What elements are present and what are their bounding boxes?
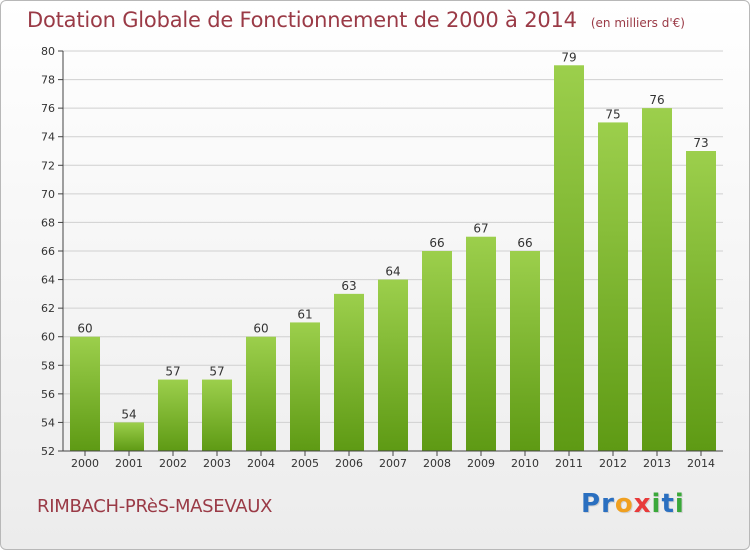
logo-letter: P — [581, 489, 602, 519]
bar — [510, 251, 540, 451]
logo-letter: x — [633, 489, 652, 519]
bar — [422, 251, 452, 451]
x-tick-label: 2013 — [643, 457, 671, 470]
y-tick-label: 54 — [41, 416, 55, 429]
y-tick-label: 76 — [41, 102, 55, 115]
y-tick-label: 60 — [41, 331, 55, 344]
y-tick-label: 72 — [41, 159, 55, 172]
y-tick-label: 74 — [41, 131, 55, 144]
x-tick-label: 2005 — [291, 457, 319, 470]
bar — [686, 151, 716, 451]
x-tick-label: 2014 — [687, 457, 715, 470]
y-tick-label: 66 — [41, 245, 55, 258]
y-tick-label: 64 — [41, 274, 55, 287]
x-tick-label: 2002 — [159, 457, 187, 470]
bar — [114, 422, 144, 451]
x-tick-label: 2010 — [511, 457, 539, 470]
bar-value-label: 60 — [253, 322, 268, 336]
logo-letter: i — [674, 489, 685, 519]
bar-value-label: 76 — [649, 93, 664, 107]
bar-value-label: 61 — [297, 307, 312, 321]
bar-value-label: 57 — [165, 365, 180, 379]
y-tick-label: 58 — [41, 359, 55, 372]
bars: 60 54 57 57 60 61 63 64 66 67 66 79 75 76 73 — [70, 50, 716, 452]
x-tick-label: 2009 — [467, 457, 495, 470]
bar — [642, 108, 672, 452]
x-tick-label: 2011 — [555, 457, 583, 470]
bar — [246, 336, 276, 451]
bar — [158, 379, 188, 451]
bar-value-label: 54 — [121, 407, 136, 421]
bar — [70, 336, 100, 451]
x-tick-label: 2007 — [379, 457, 407, 470]
bar-value-label: 57 — [209, 365, 224, 379]
x-tick-label: 2003 — [203, 457, 231, 470]
bar-value-label: 75 — [605, 107, 620, 121]
bar-value-label: 66 — [429, 236, 444, 250]
chart-title-text: Dotation Globale de Fonctionnement de 20… — [27, 8, 577, 32]
y-tick-label: 62 — [41, 302, 55, 315]
bar-value-label: 60 — [77, 322, 92, 336]
proxiti-logo[interactable]: Proxiti — [581, 489, 685, 519]
chart-unit: (en milliers d'€) — [590, 16, 685, 30]
bar-value-label: 63 — [341, 279, 356, 293]
logo-letter: r — [601, 489, 615, 519]
logo-letter: i — [651, 489, 662, 519]
bar — [598, 122, 628, 451]
x-tick-label: 2012 — [599, 457, 627, 470]
bar — [334, 293, 364, 451]
bar — [554, 65, 584, 452]
y-tick-label: 68 — [41, 216, 55, 229]
x-tick-label: 2004 — [247, 457, 275, 470]
x-tick-label: 2008 — [423, 457, 451, 470]
bar — [466, 236, 496, 451]
bar-value-label: 64 — [385, 265, 400, 279]
chart-title: Dotation Globale de Fonctionnement de 20… — [27, 8, 685, 32]
bar-value-label: 67 — [473, 222, 488, 236]
commune-name: RIMBACH-PRèS-MASEVAUX — [37, 496, 273, 517]
y-tick-label: 80 — [41, 45, 55, 58]
bar-value-label: 79 — [561, 50, 576, 64]
y-tick-label: 52 — [41, 445, 55, 458]
bar — [202, 379, 232, 451]
bar-value-label: 73 — [693, 136, 708, 150]
bar — [378, 279, 408, 451]
y-tick-label: 56 — [41, 388, 55, 401]
axes: 52 54 56 58 60 62 64 66 68 70 72 74 76 78 80 2000 2001 20… — [41, 45, 723, 470]
bar — [290, 322, 320, 451]
x-tick-label: 2006 — [335, 457, 363, 470]
logo-letter: t — [661, 489, 675, 519]
y-tick-label: 78 — [41, 74, 55, 87]
bar-value-label: 66 — [517, 236, 532, 250]
logo-letter: o — [614, 489, 634, 519]
y-tick-label: 70 — [41, 188, 55, 201]
x-tick-label: 2000 — [71, 457, 99, 470]
x-tick-label: 2001 — [115, 457, 143, 470]
